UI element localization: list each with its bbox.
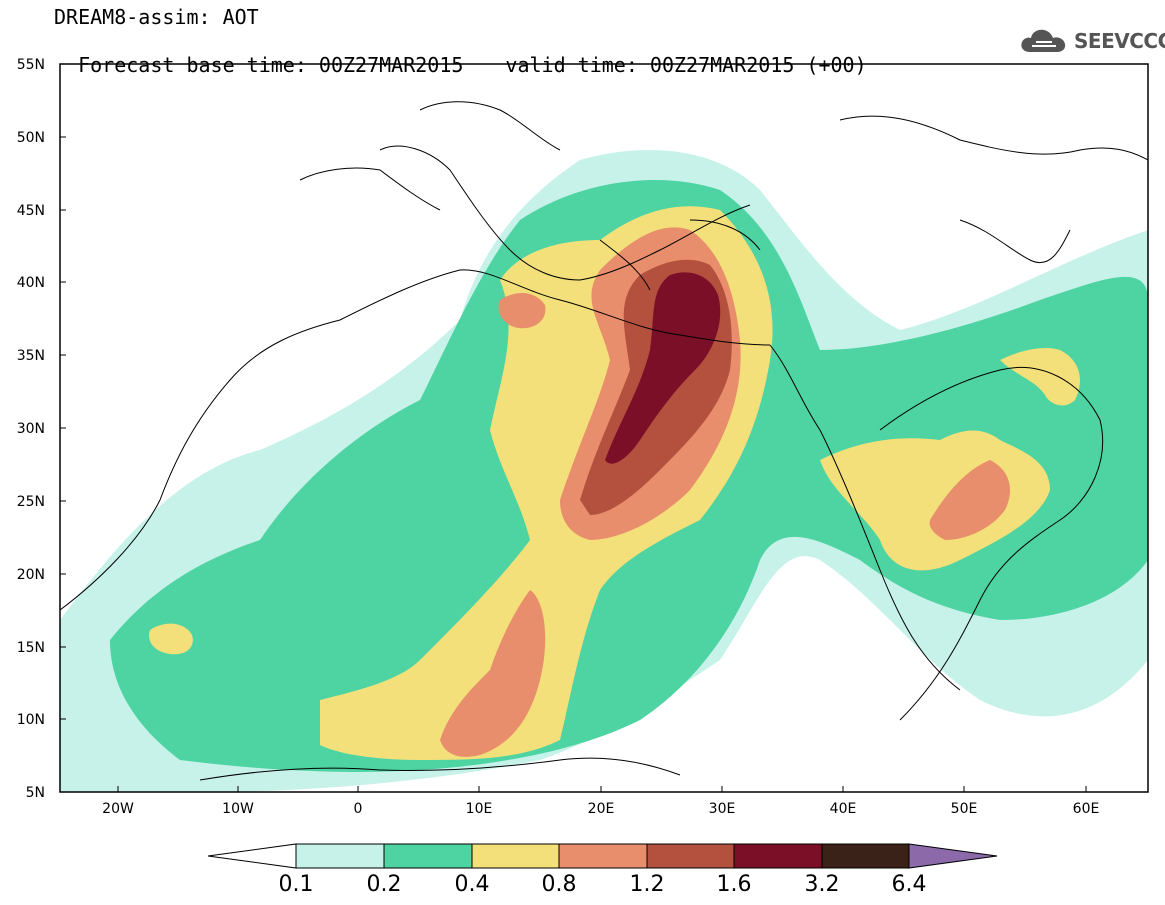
cloud-icon [1021, 29, 1066, 52]
colorbar-swatch [471, 843, 560, 869]
lon-label: 50E [951, 801, 978, 817]
colorbar-label: 0.8 [542, 872, 577, 897]
colorbar-swatch [646, 843, 735, 869]
lon-label: 10W [222, 801, 254, 817]
valid-time: valid time: 00Z27MAR2015 (+00) [505, 53, 867, 77]
lon-label: 60E [1073, 801, 1100, 817]
colorbar-swatch [295, 843, 385, 869]
colorbar-under-arrow [207, 843, 297, 869]
lat-label: 45N [17, 203, 45, 219]
lat-label: 15N [17, 640, 45, 656]
colorbar-swatch [733, 843, 823, 869]
forecast-base-time: Forecast base time: 00Z27MAR2015 [78, 53, 464, 77]
colorbar-label: 6.4 [892, 872, 927, 897]
lon-label: 20E [588, 801, 615, 817]
lat-label: 5N [26, 785, 45, 801]
lon-label: 0 [354, 801, 363, 817]
lon-label: 40E [830, 801, 857, 817]
colorbar-swatch [383, 843, 473, 869]
coastlines [60, 101, 1148, 781]
colorbar-label: 1.6 [717, 872, 752, 897]
lat-label: 55N [17, 57, 45, 73]
logo-text: SEEVCCC [1074, 29, 1165, 53]
lon-label: 30E [709, 801, 736, 817]
lat-label: 50N [17, 130, 45, 146]
lat-label: 20N [17, 567, 45, 583]
lon-label: 10E [466, 801, 493, 817]
time-info: Forecast base time: 00Z27MAR2015 valid ti… [54, 32, 867, 76]
map-title: DREAM8-assim: AOT [54, 5, 259, 29]
colorbar-swatch [821, 843, 910, 869]
colorbar-label: 3.2 [805, 872, 840, 897]
lat-label: 25N [17, 494, 45, 510]
colorbar [207, 843, 998, 869]
lat-label: 30N [17, 421, 45, 437]
colorbar-label: 1.2 [630, 872, 665, 897]
colorbar-label: 0.2 [367, 872, 402, 897]
axis-ticks [60, 63, 1087, 792]
colorbar-label: 0.1 [279, 872, 314, 897]
colorbar-over-arrow [908, 843, 998, 869]
lon-label: 20W [102, 801, 134, 817]
colorbar-swatch [558, 843, 648, 869]
lat-label: 10N [17, 712, 45, 728]
aot-contours [60, 150, 1148, 792]
seevccc-logo: SEEVCCC [1018, 24, 1165, 58]
colorbar-label: 0.4 [455, 872, 490, 897]
lat-label: 35N [17, 348, 45, 364]
lat-label: 40N [17, 275, 45, 291]
